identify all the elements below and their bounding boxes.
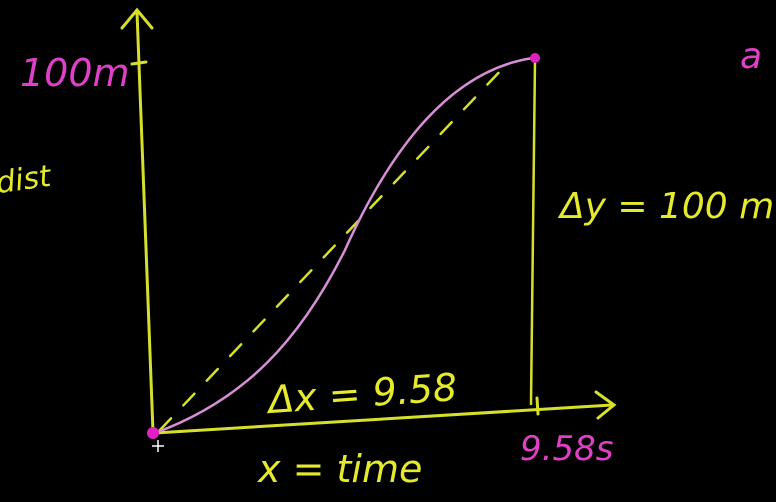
delta-y-label: Δy = 100 m xyxy=(557,186,774,227)
delta-y-vertical-line xyxy=(529,58,537,406)
x-axis-tick-9.58s xyxy=(535,396,540,416)
x-axis xyxy=(153,390,617,435)
y-axis xyxy=(120,7,155,434)
secant-dashed-line xyxy=(158,64,507,432)
delta-x-label: Δx = 9.58 xyxy=(264,365,459,422)
x-axis-label: x = time xyxy=(257,447,422,491)
y-axis-label-fragment: dist xyxy=(0,159,54,201)
cursor-crosshair-icon xyxy=(152,440,164,452)
x-max-label: 9.58s xyxy=(520,429,613,469)
distance-time-curve xyxy=(153,56,535,435)
x-axis-arrowhead xyxy=(594,390,617,420)
cut-off-label: a xyxy=(740,36,762,77)
start-point-dot xyxy=(147,427,159,439)
y-axis-arrowhead xyxy=(120,7,154,30)
y-max-label: 100m xyxy=(20,51,130,95)
y-axis-tick-100m xyxy=(130,60,148,66)
end-point-dot xyxy=(530,53,540,63)
